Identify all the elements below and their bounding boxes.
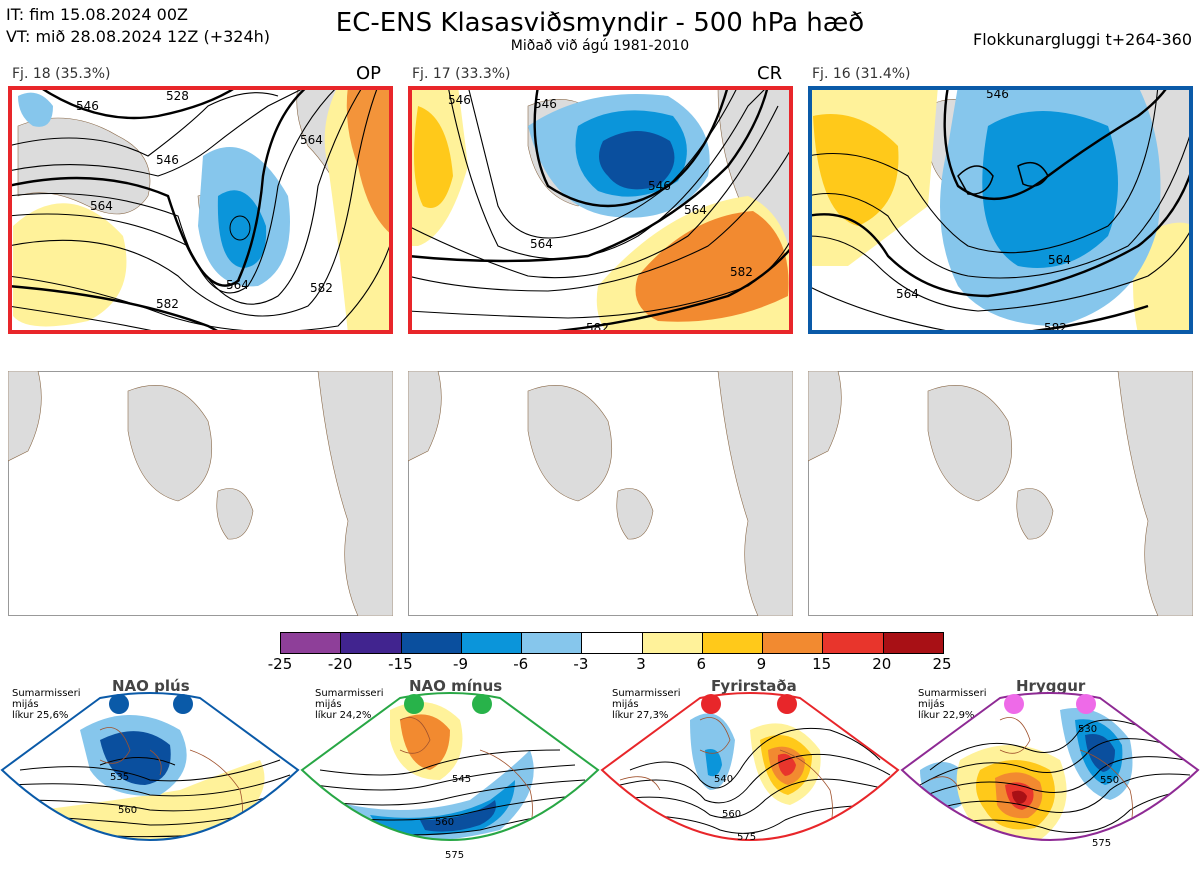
contour-label: 540 <box>714 774 733 785</box>
contour-label: 564 <box>1048 253 1071 267</box>
contour-label: 575 <box>1092 838 1111 849</box>
panel-1-label: Fj. 18 (35.3%) <box>12 66 111 82</box>
colorbar-tick-label: 6 <box>696 655 707 673</box>
valid-time: VT: mið 28.08.2024 12Z (+324h) <box>6 27 271 46</box>
regime-2-marker <box>404 694 424 714</box>
regime-4-marker <box>1076 694 1096 714</box>
colorbar-segment <box>460 633 522 653</box>
contour-label: 546 <box>986 87 1009 101</box>
colorbar-ticks: -25 -20 -15 -9 -6 -3 3 6 9 15 20 25 <box>260 655 962 673</box>
contour-label: 564 <box>530 237 553 251</box>
colorbar-tick-label: -6 <box>513 655 529 673</box>
contour-label: 575 <box>445 850 464 861</box>
contour-label: 550 <box>1100 775 1119 786</box>
colorbar-segment <box>882 633 943 653</box>
cluster-map-1: 528 546 546 564 564 564 582 582 <box>8 86 393 334</box>
colorbar-segment <box>400 633 461 653</box>
regime-3-marker <box>777 694 797 714</box>
colorbar <box>280 632 944 654</box>
regime-map-4: 530 550 575 <box>900 692 1200 849</box>
contour-label: 535 <box>110 772 129 783</box>
colorbar-tick-label: -15 <box>388 655 413 673</box>
page-subtitle: Miðað við ágú 1981-2010 <box>510 38 690 54</box>
regime-2-note: Sumarmisseri mijás líkur 24,2% <box>315 688 384 721</box>
colorbar-tick-label: 3 <box>636 655 646 673</box>
regime-map-2: 545 560 575 <box>300 692 600 861</box>
colorbar-tick-label: 9 <box>756 655 767 673</box>
contour-label: 560 <box>435 817 454 828</box>
contour-label: 560 <box>722 809 741 820</box>
colorbar-segment <box>822 633 883 653</box>
cluster-map-2: 546 546 546 564 564 582 582 <box>408 86 793 334</box>
contour-label: 564 <box>684 203 707 217</box>
colorbar-tick-label: 25 <box>932 655 952 673</box>
page-title: EC-ENS Klasasviðsmyndir - 500 hPa hæð <box>335 8 865 38</box>
contour-label: 546 <box>156 153 179 167</box>
contour-label: 546 <box>534 97 557 111</box>
contour-label: 564 <box>226 278 249 292</box>
colorbar-tick-label: -3 <box>573 655 589 673</box>
regime-4-marker <box>1004 694 1024 714</box>
colorbar-segment <box>641 633 702 653</box>
contour-label: 582 <box>156 297 179 311</box>
regime-1-title: NAO plús <box>112 677 190 695</box>
colorbar-tick-label: 15 <box>812 655 832 673</box>
contour-label: 546 <box>648 179 671 193</box>
init-time: IT: fim 15.08.2024 00Z <box>6 5 188 24</box>
contour-label: 530 <box>1078 724 1097 735</box>
contour-label: 546 <box>76 99 99 113</box>
contour-label: 546 <box>448 93 471 107</box>
regime-1-marker <box>109 694 129 714</box>
empty-map-1 <box>8 371 393 616</box>
colorbar-segment <box>701 633 763 653</box>
colorbar-segment <box>762 633 823 653</box>
contour-label: 582 <box>310 281 333 295</box>
panel-2-tag: CR <box>757 63 783 84</box>
regime-3-marker <box>701 694 721 714</box>
contour-label: 564 <box>300 133 323 147</box>
regime-3-note: Sumarmisseri mijás líkur 27,3% <box>612 688 681 721</box>
regime-map-1: 535 560 <box>0 692 300 841</box>
colorbar-segment <box>521 633 582 653</box>
colorbar-segment <box>340 633 401 653</box>
colorbar-tick-label: -9 <box>453 655 469 673</box>
regime-1-note: Sumarmisseri mijás líkur 25,6% <box>12 688 81 721</box>
contour-label: 564 <box>896 287 919 301</box>
empty-map-3 <box>808 371 1193 616</box>
regime-2-title: NAO mínus <box>409 677 503 695</box>
regime-2-marker <box>472 694 492 714</box>
panel-3-label: Fj. 16 (31.4%) <box>812 66 911 82</box>
empty-map-2 <box>408 371 793 616</box>
colorbar-segment <box>281 633 341 653</box>
contour-label: 560 <box>118 805 137 816</box>
cluster-map-3: 546 564 564 582 <box>808 86 1193 334</box>
colorbar-segment <box>581 633 642 653</box>
contour-label: 528 <box>166 89 189 103</box>
contour-label: 582 <box>730 265 753 279</box>
colorbar-tick-label: 20 <box>872 655 892 673</box>
contour-label: 564 <box>90 199 113 213</box>
regime-1-marker <box>173 694 193 714</box>
panel-1-tag: OP <box>356 63 382 84</box>
classification-window: Flokkunargluggi t+264-360 <box>973 30 1192 49</box>
contour-label: 545 <box>452 774 471 785</box>
regime-4-note: Sumarmisseri mijás líkur 22,9% <box>918 688 987 721</box>
contour-label: 575 <box>737 832 756 843</box>
regime-map-3: 540 560 575 <box>600 692 900 843</box>
header-times: IT: fim 15.08.2024 00Z VT: mið 28.08.202… <box>6 4 270 48</box>
regime-3-title: Fyrirstaða <box>711 677 797 695</box>
colorbar-tick-label: -25 <box>267 655 293 673</box>
panel-2-label: Fj. 17 (33.3%) <box>412 66 511 82</box>
colorbar-tick-label: -20 <box>327 655 353 673</box>
regime-4-title: Hryggur <box>1016 677 1086 695</box>
